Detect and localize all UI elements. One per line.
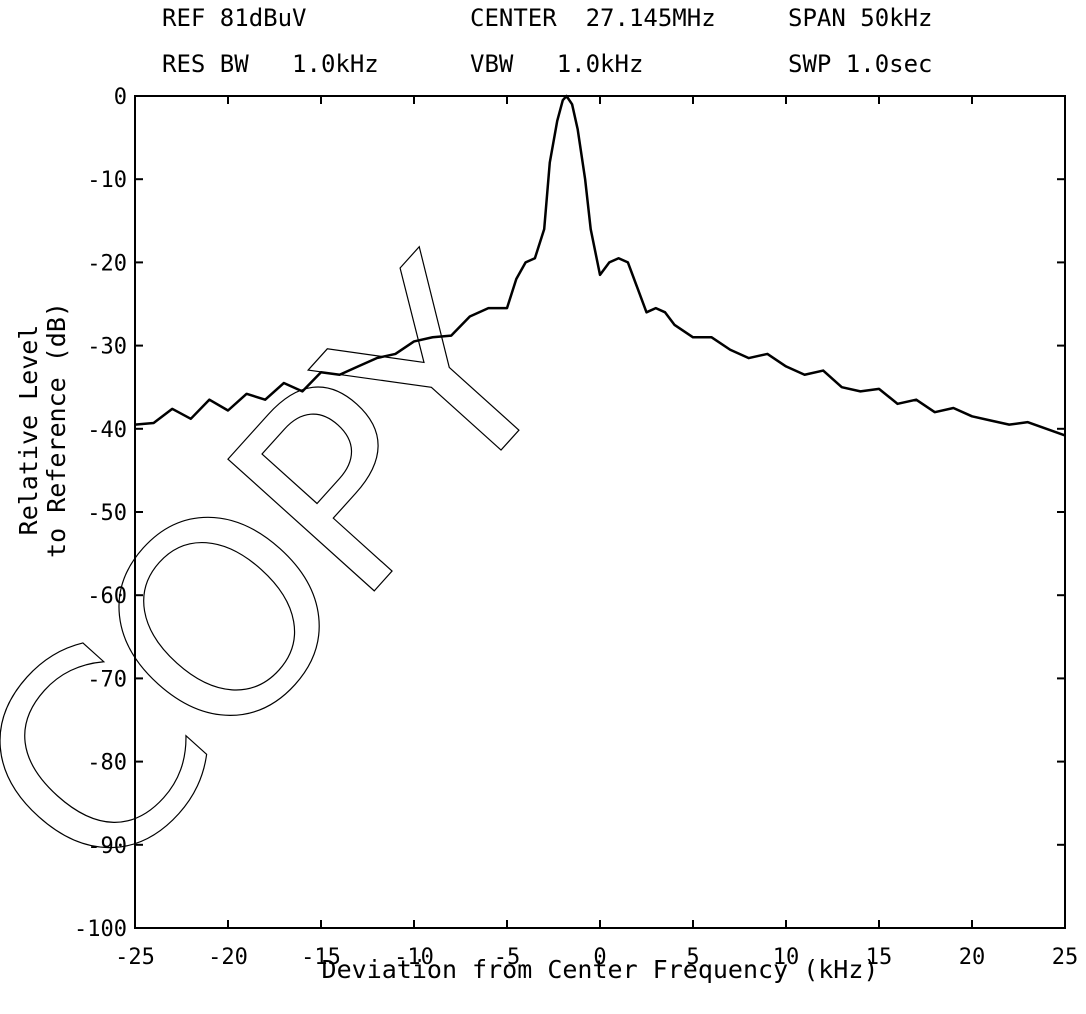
header-annotation: VBW 1.0kHz [470,50,643,78]
y-tick-label: -30 [87,335,127,360]
y-tick-label: -90 [87,834,127,859]
y-tick-label: -20 [87,251,127,276]
y-tick-label: -60 [87,584,127,609]
header-annotation: SWP 1.0sec [788,50,933,78]
x-tick-label: 5 [686,945,699,970]
y-axis-label: to Reference (dB) [42,302,71,558]
x-tick-label: 15 [866,945,893,970]
trace [134,94,1066,437]
y-tick-label: -70 [87,667,127,692]
header-annotation: REF 81dBuV [162,4,307,32]
y-tick-label: 0 [114,85,127,110]
watermark: COPY [0,208,615,937]
header-annotation: CENTER 27.145MHz [470,4,716,32]
y-tick-label: -40 [87,418,127,443]
x-tick-label: 20 [959,945,986,970]
x-tick-label: -5 [494,945,521,970]
x-axis-label: Deviation from Center Frequency (kHz) [322,955,879,984]
x-tick-label: -15 [301,945,341,970]
y-tick-label: -100 [74,917,127,942]
y-axis-label: Relative Level [14,325,43,536]
y-tick-label: -50 [87,501,127,526]
x-tick-label: -25 [115,945,155,970]
header-annotation: RES BW 1.0kHz [162,50,379,78]
y-tick-label: -80 [87,751,127,776]
x-tick-label: 10 [773,945,800,970]
x-tick-label: -20 [208,945,248,970]
header-annotation: SPAN 50kHz [788,4,933,32]
y-tick-label: -10 [87,168,127,193]
x-tick-label: 0 [593,945,606,970]
x-tick-label: 25 [1052,945,1079,970]
x-tick-label: -10 [394,945,434,970]
